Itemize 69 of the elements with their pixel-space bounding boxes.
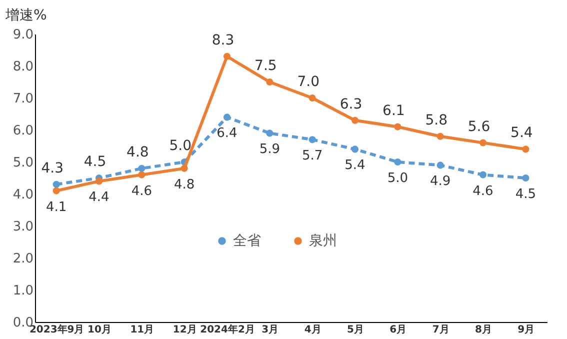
data-label: 6.1 xyxy=(382,102,405,119)
data-label: 5.0 xyxy=(387,171,408,186)
point xyxy=(52,187,60,194)
data-label: 4.3 xyxy=(41,160,64,176)
y-tick-label: 8.0 xyxy=(12,60,34,74)
point xyxy=(394,158,402,166)
data-label: 5.0 xyxy=(169,138,192,154)
data-label: 5.9 xyxy=(259,142,280,158)
x-tick-label: 4月 xyxy=(304,324,322,336)
data-label: 5.6 xyxy=(468,118,490,135)
y-tick-label: 7.0 xyxy=(12,92,34,106)
data-label: 4.9 xyxy=(430,174,451,190)
point xyxy=(436,162,444,169)
y-axis-title: 增速% xyxy=(4,8,47,24)
point xyxy=(138,171,146,178)
x-tick-label: 3月 xyxy=(262,324,279,336)
y-tick-label: 4.0 xyxy=(12,188,34,202)
point xyxy=(522,174,530,182)
x-tick-label: 11月 xyxy=(130,324,154,336)
x-tick-label: 7月 xyxy=(432,324,450,336)
point xyxy=(436,132,444,140)
point xyxy=(522,146,530,153)
point xyxy=(351,116,359,124)
point xyxy=(479,139,487,146)
legend-label: 泉州 xyxy=(309,233,337,249)
point xyxy=(266,130,274,137)
data-label: 4.1 xyxy=(46,200,67,215)
point xyxy=(308,94,316,102)
point xyxy=(308,136,316,144)
x-tick-label: 5月 xyxy=(347,324,364,336)
data-label: 7.5 xyxy=(254,58,277,74)
point xyxy=(223,52,231,60)
data-label: 6.3 xyxy=(340,96,362,112)
point xyxy=(394,123,402,130)
data-label: 5.8 xyxy=(425,112,448,128)
x-tick-label: 8月 xyxy=(475,324,492,336)
y-tick-label: 3.0 xyxy=(12,220,34,234)
point xyxy=(180,164,188,172)
data-label: 4.4 xyxy=(88,190,110,206)
x-tick-label: 6月 xyxy=(390,324,407,336)
y-tick-label: 9.0 xyxy=(12,28,34,42)
data-label: 4.6 xyxy=(472,184,494,199)
data-label: 6.4 xyxy=(216,126,238,142)
point xyxy=(479,171,487,178)
legend-label: 全省 xyxy=(233,233,261,249)
point xyxy=(351,146,359,153)
y-tick-label: 5.0 xyxy=(12,156,34,170)
y-tick-label: 6.0 xyxy=(12,124,34,138)
point xyxy=(95,178,103,185)
x-tick-label: 2024年2月 xyxy=(200,324,255,336)
point xyxy=(52,180,60,188)
y-tick-label: 1.0 xyxy=(12,284,34,298)
x-tick-label: 12月 xyxy=(172,324,197,336)
x-tick-label: 9月 xyxy=(518,324,535,336)
data-label: 7.0 xyxy=(297,74,320,90)
data-label: 5.7 xyxy=(302,148,323,164)
data-label: 4.5 xyxy=(515,187,536,202)
point xyxy=(138,164,146,172)
y-tick-label: 2.0 xyxy=(12,252,34,266)
data-label: 5.4 xyxy=(344,158,366,174)
data-label: 4.6 xyxy=(131,184,152,199)
point xyxy=(266,78,274,86)
x-tick-label: 10月 xyxy=(88,324,112,336)
data-label: 8.3 xyxy=(212,32,234,48)
data-label: 4.8 xyxy=(126,144,149,160)
data-label: 4.8 xyxy=(174,177,195,192)
point xyxy=(223,114,231,121)
data-label: 5.4 xyxy=(510,125,533,142)
data-label: 4.5 xyxy=(84,154,106,170)
